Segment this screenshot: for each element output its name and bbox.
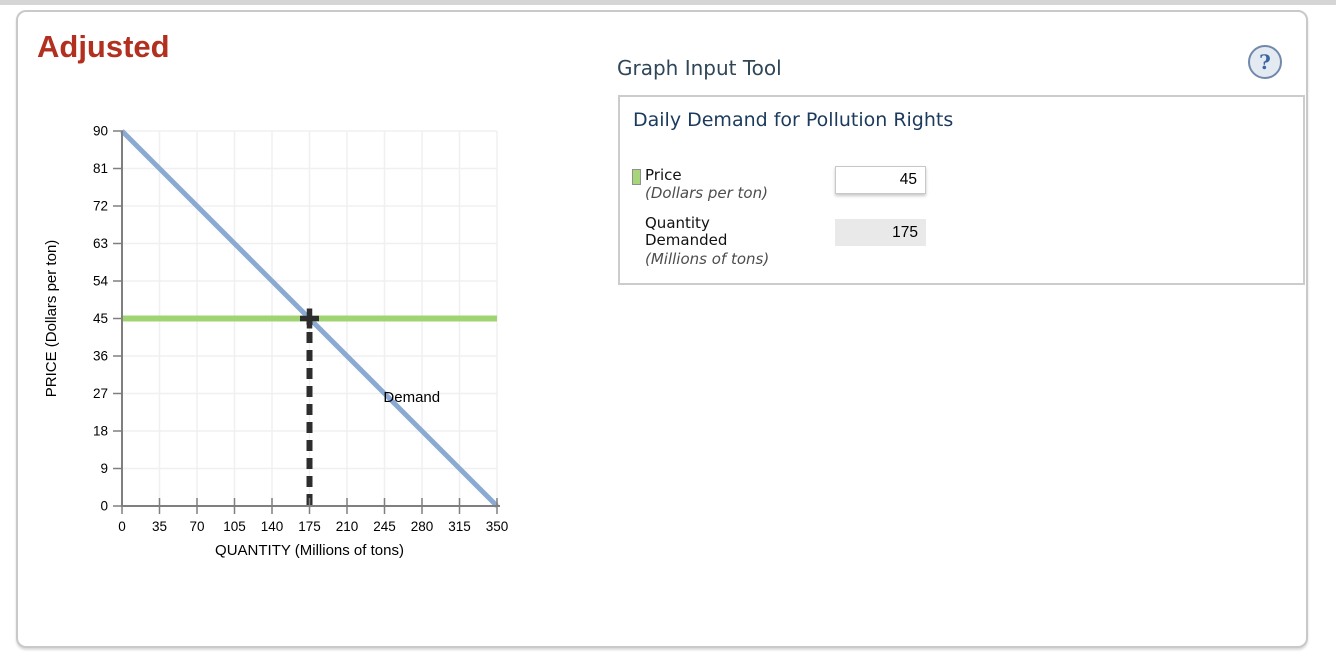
x-tick-label: 35 [152,519,167,534]
x-tick-label: 70 [189,519,204,534]
x-tick-label: 210 [336,519,359,534]
top-divider [0,0,1336,5]
y-tick-label: 18 [93,424,108,439]
quantity-units-label: (Millions of tons) [645,250,770,268]
price-units-label: (Dollars per ton) [645,184,768,202]
help-button[interactable]: ? [1248,45,1282,79]
price-label: Price [645,166,682,184]
y-tick-label: 27 [93,386,108,401]
content-card: Adjusted Demand 0 9 18 27 36 45 54 63 72 81 90 0 35 70… [16,10,1308,648]
page-title: Adjusted [37,29,170,64]
x-tick-label: 315 [448,519,471,534]
y-tick-label: 9 [100,461,108,476]
y-tick-label: 0 [100,499,108,514]
x-axis-title: QUANTITY (Millions of tons) [215,542,404,559]
x-tick-label: 105 [223,519,246,534]
y-tick-label: 36 [93,349,108,364]
y-tick-label: 81 [93,161,108,176]
y-tick-label: 45 [93,311,108,326]
y-tick-label: 72 [93,199,108,214]
graph-input-panel: Daily Demand for Pollution Rights Price … [618,95,1305,285]
y-tick-label: 90 [93,124,108,139]
demand-curve-label: Demand [383,389,440,406]
x-tick-label: 350 [486,519,509,534]
y-tick-label: 54 [93,274,109,289]
y-axis-title: PRICE (Dollars per ton) [43,240,60,398]
price-series-marker-icon [632,169,641,185]
x-tick-label: 0 [118,519,126,534]
price-input[interactable] [835,166,926,194]
quantity-demanded-field [835,219,926,246]
demand-chart: Demand 0 9 18 27 36 45 54 63 72 81 90 0 35 70 105 140 175… [43,124,509,560]
x-tick-label: 245 [373,519,396,534]
x-tick-label: 280 [411,519,434,534]
graph-input-tool-header: Graph Input Tool [617,56,782,80]
panel-title: Daily Demand for Pollution Rights [633,109,954,131]
x-tick-label: 175 [298,519,321,534]
y-tick-label: 63 [93,236,108,251]
question-mark-icon: ? [1259,50,1271,74]
x-tick-label: 140 [261,519,284,534]
quantity-demanded-label: Quantity Demanded [645,214,728,249]
